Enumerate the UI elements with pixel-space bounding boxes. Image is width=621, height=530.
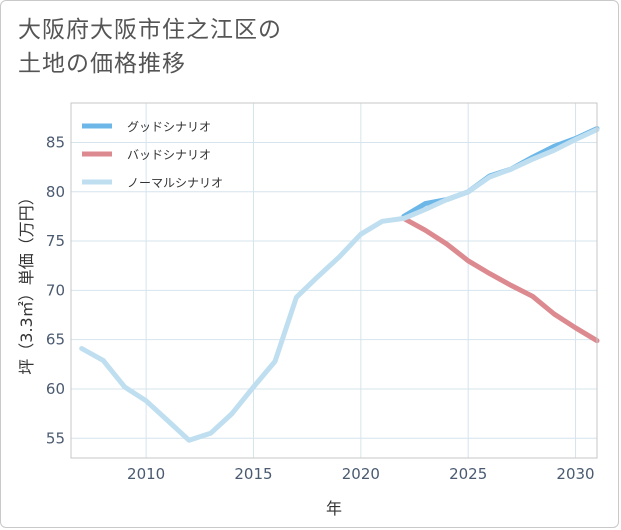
x-tick-label: 2025 <box>449 465 487 483</box>
x-tick-label: 2030 <box>556 465 594 483</box>
x-axis-label: 年 <box>326 499 342 518</box>
series-line-1 <box>401 215 600 344</box>
y-tick-label: 55 <box>46 429 65 447</box>
chart-title-line-1: 大阪府大阪市住之江区の <box>18 17 282 43</box>
series-lines <box>79 126 600 443</box>
x-tick-label: 2010 <box>127 465 165 483</box>
y-tick-label: 75 <box>46 232 65 250</box>
legend-label: ノーマルシナリオ <box>127 176 223 190</box>
chart-title: 大阪府大阪市住之江区の 土地の価格推移 <box>18 13 282 81</box>
chart-title-line-2: 土地の価格推移 <box>18 51 186 77</box>
y-axis-label: 坪（3.3㎡）単価（万円） <box>17 189 36 374</box>
y-tick-label: 85 <box>46 133 65 151</box>
x-tick-label: 2015 <box>234 465 272 483</box>
legend-label: グッドシナリオ <box>127 120 211 134</box>
series-line-2 <box>79 127 600 443</box>
legend-label: バッドシナリオ <box>127 148 211 162</box>
x-tick-label: 2020 <box>342 465 380 483</box>
y-tick-label: 60 <box>46 380 65 398</box>
y-tick-label: 65 <box>46 331 65 349</box>
axis-ticks: 2010 2015 2020 2025 2030 55 60 65 70 75 80 85 <box>46 133 595 483</box>
y-tick-label: 80 <box>46 183 65 201</box>
plot-area-frame <box>70 102 598 459</box>
y-tick-label: 70 <box>46 281 65 299</box>
